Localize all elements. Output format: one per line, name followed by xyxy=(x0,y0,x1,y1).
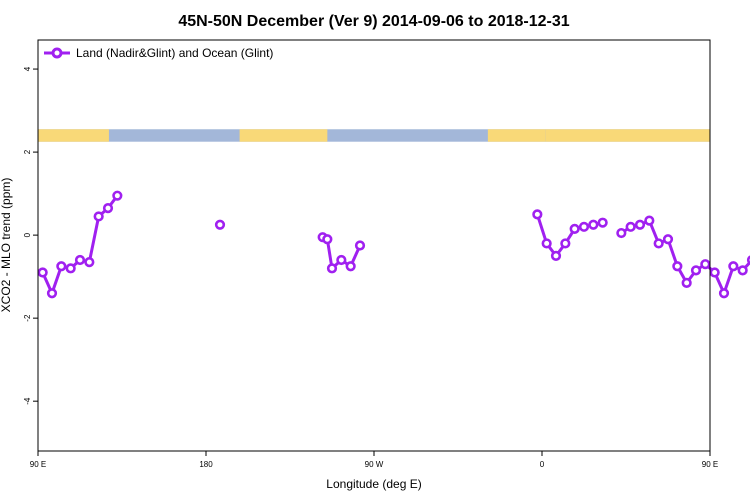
land-block xyxy=(38,129,109,142)
x-tick-label: 90 E xyxy=(30,460,46,469)
data-point xyxy=(578,221,590,232)
data-point xyxy=(597,217,608,228)
data-point xyxy=(326,263,338,274)
data-point xyxy=(709,267,720,278)
legend-swatch-marker xyxy=(51,47,63,59)
land-block xyxy=(487,129,546,142)
x-tick-label: 0 xyxy=(540,460,545,469)
legend: Land (Nadir&Glint) and Ocean (Glint) xyxy=(44,46,273,60)
data-point xyxy=(336,254,347,266)
plot-frame xyxy=(37,39,711,452)
data-point xyxy=(541,238,552,249)
data-point xyxy=(560,238,571,249)
data-point xyxy=(625,221,636,232)
data-point xyxy=(46,288,58,299)
data-point xyxy=(322,234,333,245)
data-point xyxy=(644,215,655,226)
land-ocean-strip xyxy=(38,129,710,142)
y-tick-label: 4 xyxy=(23,66,32,71)
x-axis-ticks: 90 E 180 90 W 0 90 E xyxy=(30,451,718,469)
data-point xyxy=(718,288,730,299)
x-tick-label: 180 xyxy=(199,460,213,469)
data-point xyxy=(74,254,86,266)
series-layer xyxy=(37,190,750,299)
data-point xyxy=(65,263,76,274)
data-point xyxy=(345,261,356,272)
data-point xyxy=(728,261,739,272)
land-block xyxy=(545,129,710,142)
data-point xyxy=(112,190,123,201)
y-tick-label: 2 xyxy=(23,149,32,154)
legend-label: Land (Nadir&Glint) and Ocean (Glint) xyxy=(76,46,273,60)
data-point xyxy=(700,259,711,270)
land-block xyxy=(239,129,328,142)
data-point xyxy=(354,240,366,251)
x-axis-label: Longitude (deg E) xyxy=(326,477,421,491)
data-point xyxy=(102,203,114,214)
data-point xyxy=(214,219,226,230)
y-tick-label: -4 xyxy=(23,397,32,405)
data-point xyxy=(634,219,646,230)
x-tick-label: 90 E xyxy=(702,460,718,469)
y-axis-ticks: -4 -2 0 2 4 xyxy=(23,66,38,405)
data-point xyxy=(37,267,48,278)
data-point xyxy=(737,265,748,276)
data-point xyxy=(56,261,67,272)
data-point xyxy=(690,265,702,276)
data-point xyxy=(662,234,674,245)
data-point xyxy=(532,209,543,220)
x-tick-label: 90 W xyxy=(365,460,384,469)
data-point xyxy=(681,277,692,288)
data-point xyxy=(569,223,580,234)
y-axis-label: XCO2 - MLO trend (ppm) xyxy=(0,178,13,313)
data-point xyxy=(588,219,599,230)
y-tick-label: -2 xyxy=(23,314,32,322)
y-tick-label: 0 xyxy=(23,232,32,237)
data-point xyxy=(84,257,95,268)
data-point xyxy=(672,261,683,272)
data-point xyxy=(653,238,664,249)
data-point xyxy=(550,250,562,261)
data-point xyxy=(616,227,627,239)
chart-title: 45N-50N December (Ver 9) 2014-09-06 to 2… xyxy=(178,13,569,30)
data-point xyxy=(93,211,104,222)
